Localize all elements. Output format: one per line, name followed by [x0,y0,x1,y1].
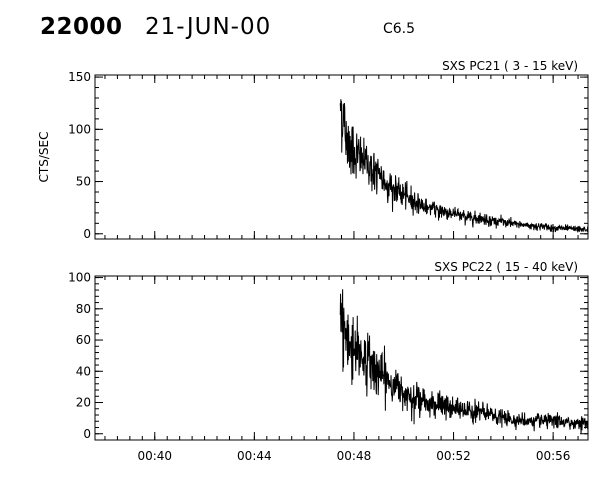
flare-class: C6.5 [383,21,416,37]
panel-1-ytick-label-100: 100 [68,122,91,136]
panel-1-ylabel: CTS/SEC [37,132,51,183]
panel-1-ytick-label-0: 0 [83,227,91,241]
panel-1-series-1-line [339,99,589,234]
panel-2-xtick-label-3: 00:52 [436,449,471,463]
panel-2-xtick-label-0: 00:40 [137,449,172,463]
panel-1-title: SXS PC21 ( 3 - 15 keV) [442,59,578,73]
event-id: 22000 [40,14,123,40]
panel-2-ytick-label-60: 60 [76,333,91,347]
panel-2-series-1-line [339,289,589,434]
panel-2-ytick-label-0: 0 [83,427,91,441]
panel-2-ytick-label-80: 80 [76,302,91,316]
panel-1-ytick-label-150: 150 [68,70,91,84]
panel-2-xtick-label-4: 00:56 [536,449,571,463]
panel-2-xtick-label-1: 00:44 [237,449,272,463]
panel-1-ytick-label-50: 50 [76,175,91,189]
observation-date: 21-JUN-00 [145,14,272,40]
panel-1-frame [94,74,589,240]
panel-2-title: SXS PC22 ( 15 - 40 keV) [434,260,578,274]
panel-2-xtick-label-2: 00:48 [337,449,372,463]
panel-2-ytick-label-20: 20 [76,396,91,410]
panel-2-ytick-label-40: 40 [76,364,91,378]
panel-2-ytick-label-100: 100 [68,271,91,285]
